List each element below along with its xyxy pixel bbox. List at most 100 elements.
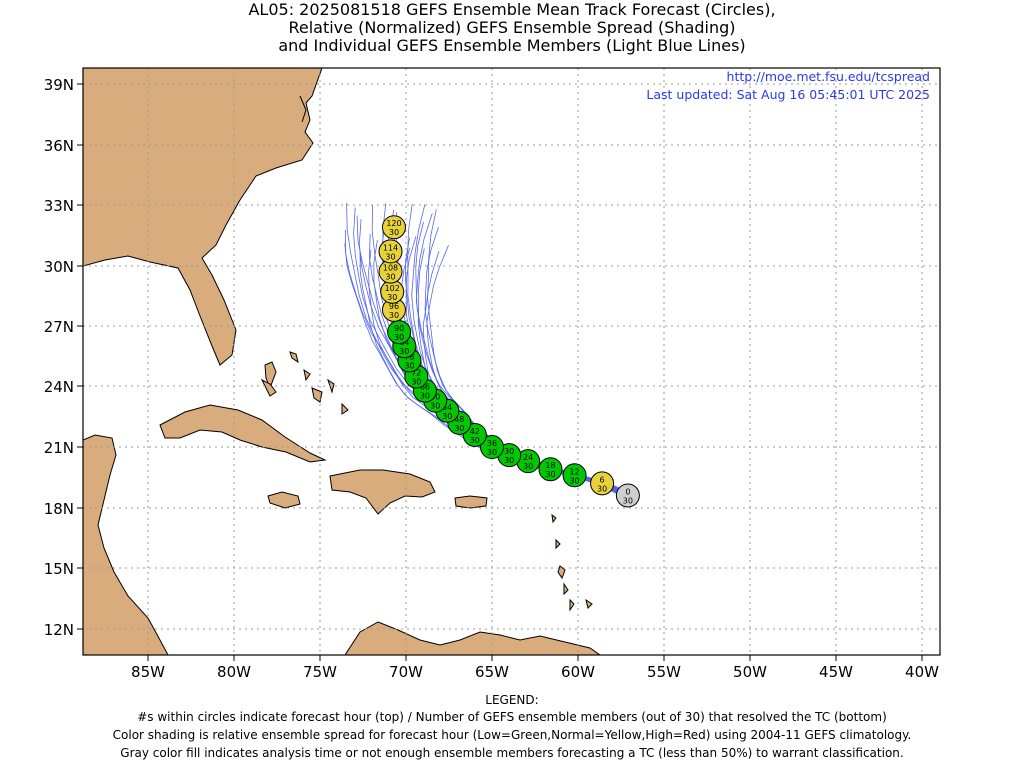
plot-frame — [82, 67, 941, 656]
forecast-hour-label: 48 — [454, 415, 464, 424]
lat-label-27n: 27N — [44, 318, 74, 336]
lat-label-21n: 21N — [44, 439, 74, 457]
lon-label-45w: 45W — [819, 663, 853, 681]
lon-label-75w: 75W — [303, 663, 337, 681]
forecast-hour-label: 36 — [487, 439, 497, 448]
source-url[interactable]: http://moe.met.fsu.edu/tcspread — [726, 69, 930, 84]
lon-label-70w: 70W — [389, 663, 423, 681]
member-count-label: 30 — [504, 456, 514, 465]
legend-line-1: #s within circles indicate forecast hour… — [137, 710, 887, 724]
lat-label-24n: 24N — [44, 378, 74, 396]
forecast-hour-label: 114 — [383, 243, 398, 252]
member-count-label: 30 — [442, 412, 452, 421]
lon-label-55w: 55W — [647, 663, 681, 681]
member-count-label: 30 — [623, 496, 633, 505]
tick-marks — [77, 83, 923, 661]
forecast-hour-label: 66 — [420, 383, 430, 392]
lon-label-50w: 50W — [733, 663, 767, 681]
title-line-2: Relative (Normalized) GEFS Ensemble Spre… — [288, 18, 736, 37]
title-line-3: and Individual GEFS Ensemble Members (Li… — [278, 36, 746, 55]
land-jamaica — [267, 491, 301, 509]
member-count-label: 30 — [389, 228, 399, 237]
grid-lines — [83, 68, 940, 655]
forecast-hour-label: 108 — [383, 264, 398, 273]
member-count-label: 30 — [569, 476, 579, 485]
forecast-hour-label: 12 — [569, 467, 579, 476]
track-circle — [538, 457, 563, 482]
legend-heading: LEGEND: — [485, 693, 539, 707]
land-masses — [83, 68, 601, 655]
member-count-label: 30 — [420, 392, 430, 401]
lon-label-80w: 80W — [217, 663, 251, 681]
track-point: 630 — [590, 471, 615, 496]
lon-label-65w: 65W — [475, 663, 509, 681]
lat-label-30n: 30N — [44, 258, 74, 276]
member-count-label: 30 — [385, 252, 395, 261]
member-count-label: 30 — [470, 436, 480, 445]
legend-line-3: Gray color fill indicates analysis time … — [120, 746, 904, 760]
forecast-hour-label: 120 — [386, 219, 401, 228]
mean-track: 0306301230183024303030363042304830543060… — [378, 215, 640, 508]
land-south-america — [344, 621, 601, 655]
lat-label-36n: 36N — [44, 137, 74, 155]
member-count-label: 30 — [597, 484, 607, 493]
member-count-label: 30 — [404, 361, 414, 370]
member-count-label: 30 — [487, 448, 497, 457]
track-circle — [615, 483, 640, 508]
title-line-1: AL05: 2025081518 GEFS Ensemble Mean Trac… — [248, 0, 776, 19]
lat-label-39n: 39N — [44, 76, 74, 94]
forecast-hour-label: 42 — [470, 427, 480, 436]
track-circle — [562, 463, 587, 488]
land-eastern-us — [83, 68, 323, 366]
forecast-hour-label: 72 — [411, 368, 421, 377]
track-circle — [480, 435, 504, 460]
member-count-label: 30 — [454, 424, 464, 433]
forecast-hour-label: 96 — [389, 302, 399, 311]
member-count-label: 30 — [545, 470, 555, 479]
land-central-america — [83, 434, 169, 655]
member-count-label: 30 — [430, 402, 440, 411]
forecast-hour-label: 60 — [430, 393, 440, 402]
track-circle — [381, 215, 406, 240]
land-cuba — [159, 404, 327, 463]
forecast-hour-label: 54 — [442, 403, 452, 412]
forecast-hour-label: 24 — [523, 453, 533, 462]
lat-label-12n: 12N — [44, 621, 74, 639]
member-count-label: 30 — [385, 273, 395, 282]
forecast-hour-label: 102 — [385, 284, 400, 293]
forecast-hour-label: 6 — [600, 475, 605, 484]
forecast-hour-label: 90 — [394, 324, 404, 333]
lon-label-40w: 40W — [905, 663, 939, 681]
member-count-label: 30 — [394, 333, 404, 342]
lat-label-18n: 18N — [44, 500, 74, 518]
member-count-label: 30 — [411, 377, 421, 386]
track-point: 030 — [615, 483, 640, 508]
lat-label-15n: 15N — [44, 560, 74, 578]
forecast-hour-label: 30 — [504, 447, 514, 456]
track-circle — [378, 239, 403, 264]
member-count-label: 30 — [399, 347, 409, 356]
forecast-hour-label: 18 — [545, 461, 555, 470]
land-hispaniola — [329, 469, 436, 515]
member-count-label: 30 — [389, 311, 399, 320]
member-count-label: 30 — [387, 293, 397, 302]
last-updated: Last updated: Sat Aug 16 05:45:01 UTC 20… — [646, 87, 930, 102]
legend-line-2: Color shading is relative ensemble sprea… — [112, 728, 912, 742]
track-circle — [590, 471, 615, 496]
lon-label-60w: 60W — [561, 663, 595, 681]
forecast-hour-label: 0 — [625, 487, 630, 496]
member-count-label: 30 — [523, 462, 533, 471]
lat-label-33n: 33N — [44, 197, 74, 215]
land-puerto-rico — [454, 495, 488, 509]
lon-label-85w: 85W — [131, 663, 165, 681]
